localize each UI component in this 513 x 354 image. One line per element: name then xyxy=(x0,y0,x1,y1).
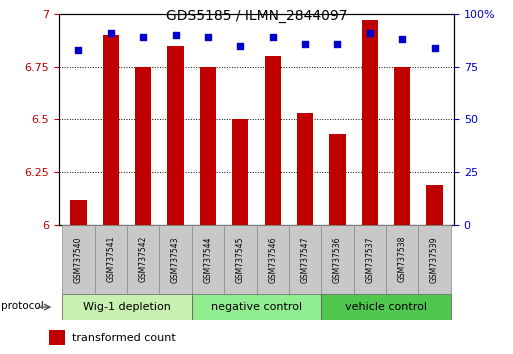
Bar xyxy=(289,225,321,294)
Text: GSM737541: GSM737541 xyxy=(106,236,115,282)
Point xyxy=(269,34,277,40)
Bar xyxy=(256,225,289,294)
Text: vehicle control: vehicle control xyxy=(345,302,427,312)
Bar xyxy=(297,113,313,225)
Bar xyxy=(103,35,119,225)
Bar xyxy=(419,225,451,294)
Point xyxy=(171,33,180,38)
Bar xyxy=(362,21,378,225)
Bar xyxy=(167,46,184,225)
Point xyxy=(107,30,115,36)
Bar xyxy=(329,134,346,225)
Bar xyxy=(232,119,248,225)
Bar xyxy=(321,225,353,294)
Bar xyxy=(127,225,160,294)
Point xyxy=(366,30,374,36)
Bar xyxy=(386,225,419,294)
Bar xyxy=(394,67,410,225)
Text: transformed count: transformed count xyxy=(72,332,176,343)
Bar xyxy=(224,225,256,294)
Bar xyxy=(192,225,224,294)
Bar xyxy=(160,225,192,294)
Text: protocol: protocol xyxy=(1,301,44,311)
Text: GSM737544: GSM737544 xyxy=(204,236,212,282)
Point xyxy=(236,43,244,48)
Bar xyxy=(49,330,65,346)
Bar xyxy=(426,185,443,225)
Text: GDS5185 / ILMN_2844097: GDS5185 / ILMN_2844097 xyxy=(166,9,347,23)
Point xyxy=(398,36,406,42)
Bar xyxy=(192,294,321,320)
Text: Wig-1 depletion: Wig-1 depletion xyxy=(83,302,171,312)
Bar xyxy=(62,294,192,320)
Text: negative control: negative control xyxy=(211,302,302,312)
Point xyxy=(74,47,83,53)
Text: GSM737546: GSM737546 xyxy=(268,236,277,282)
Bar xyxy=(94,225,127,294)
Text: GSM737538: GSM737538 xyxy=(398,236,407,282)
Bar xyxy=(135,67,151,225)
Bar xyxy=(353,225,386,294)
Bar xyxy=(265,56,281,225)
Bar xyxy=(62,225,94,294)
Bar xyxy=(321,294,451,320)
Text: GSM737540: GSM737540 xyxy=(74,236,83,282)
Text: GSM737536: GSM737536 xyxy=(333,236,342,282)
Point xyxy=(204,34,212,40)
Text: GSM737547: GSM737547 xyxy=(301,236,309,282)
Text: GSM737537: GSM737537 xyxy=(365,236,374,282)
Text: GSM737543: GSM737543 xyxy=(171,236,180,282)
Point xyxy=(333,41,342,46)
Point xyxy=(139,34,147,40)
Point xyxy=(430,45,439,51)
Text: GSM737542: GSM737542 xyxy=(139,236,148,282)
Bar xyxy=(200,67,216,225)
Text: GSM737539: GSM737539 xyxy=(430,236,439,282)
Bar xyxy=(70,200,87,225)
Point xyxy=(301,41,309,46)
Text: GSM737545: GSM737545 xyxy=(236,236,245,282)
